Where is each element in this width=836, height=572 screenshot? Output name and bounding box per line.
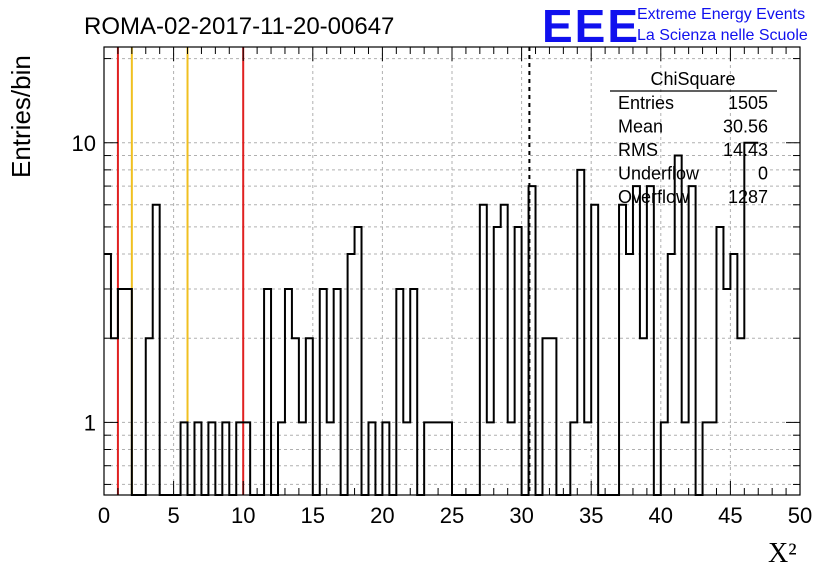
x-tick-label: 10	[231, 503, 255, 528]
stats-label: RMS	[618, 140, 658, 160]
logo-line-1: Extreme Energy Events	[637, 6, 805, 23]
x-tick-label: 0	[98, 503, 110, 528]
stats-label: Entries	[618, 93, 674, 113]
stats-value: 14.43	[723, 140, 768, 160]
x-tick-label: 5	[167, 503, 179, 528]
stats-value: 30.56	[723, 117, 768, 137]
stats-title: ChiSquare	[650, 69, 735, 89]
stats-rows: Entries 1505 Mean 30.56 RMS 14.43 Underflow 0 Ov…	[618, 93, 768, 207]
stats-box: ChiSquare Entries 1505 Mean 30.56 RMS 14.43 Un…	[610, 69, 777, 207]
stats-label: Mean	[618, 117, 663, 137]
stats-label: Underflow	[618, 164, 700, 184]
axis-ticks	[103, 47, 801, 495]
stats-value: 1287	[728, 187, 768, 207]
stats-value: 1505	[728, 93, 768, 113]
y-tick-label: 1	[84, 410, 96, 435]
x-tick-label: 20	[370, 503, 394, 528]
x-tick-label: 15	[301, 503, 325, 528]
x-tick-label: 25	[440, 503, 464, 528]
stats-label: Overflow	[618, 187, 690, 207]
y-tick-label: 10	[72, 131, 96, 156]
logo-mark: EEE	[542, 0, 640, 52]
chart-title: ROMA-02-2017-11-20-00647	[84, 13, 394, 40]
x-tick-label: 50	[788, 503, 812, 528]
tick-labels: 0 5 10 15 20 25 30 35 40 45 50 1 10	[72, 131, 813, 528]
x-tick-label: 35	[579, 503, 603, 528]
stats-value: 0	[758, 164, 768, 184]
eee-logo: EEE Extreme Energy Events La Scienza nel…	[542, 0, 808, 52]
logo-line-2: La Scienza nelle Scuole	[637, 27, 808, 44]
x-tick-label: 40	[649, 503, 673, 528]
x-tick-label: 45	[718, 503, 742, 528]
y-axis-title: Entries/bin	[6, 55, 36, 178]
x-axis-title: X²	[768, 538, 797, 569]
x-tick-label: 30	[509, 503, 533, 528]
